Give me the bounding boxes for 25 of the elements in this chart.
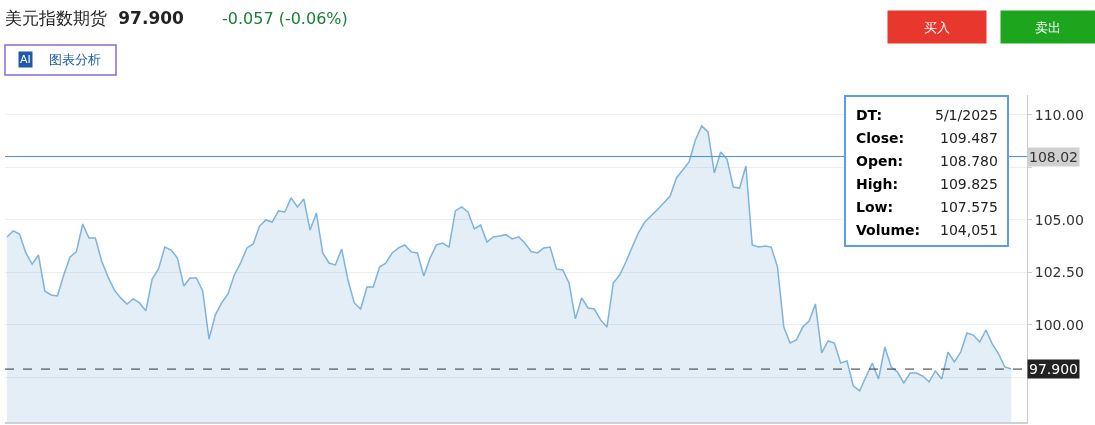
- annotation: 5/1/2025: [935, 107, 998, 123]
- chart-subtitle: 97.900: [118, 7, 185, 28]
- annotation: DT:: [856, 107, 883, 123]
- annotation: Volume:: [856, 222, 921, 238]
- y-tick-label: 100.00: [1034, 316, 1084, 333]
- annotation: Open:: [856, 153, 903, 169]
- annotation: Low:: [856, 199, 894, 215]
- chart-title: 美元指数期货: [5, 7, 108, 28]
- annotation: Close:: [856, 130, 905, 146]
- text: AI: [20, 53, 31, 66]
- text: 卖出: [1035, 19, 1061, 35]
- text: -0.057 (-0.06%): [222, 9, 348, 28]
- y-tick-label: 110.00: [1034, 106, 1084, 123]
- annotation: High:: [856, 176, 899, 192]
- annotation: 104,051: [940, 222, 998, 238]
- y-tick-label: 105.00: [1034, 211, 1084, 228]
- ref-line-label: 97.900: [1029, 361, 1078, 377]
- annotation: 107.575: [940, 199, 998, 215]
- annotation: 109.825: [940, 176, 998, 192]
- ref-line-label: 108.02: [1029, 149, 1078, 165]
- y-tick-label: 102.50: [1034, 264, 1084, 281]
- text: 买入: [924, 19, 950, 35]
- annotation: 109.487: [940, 130, 998, 146]
- annotation: 108.780: [940, 153, 998, 169]
- text: 图表分析: [49, 52, 101, 67]
